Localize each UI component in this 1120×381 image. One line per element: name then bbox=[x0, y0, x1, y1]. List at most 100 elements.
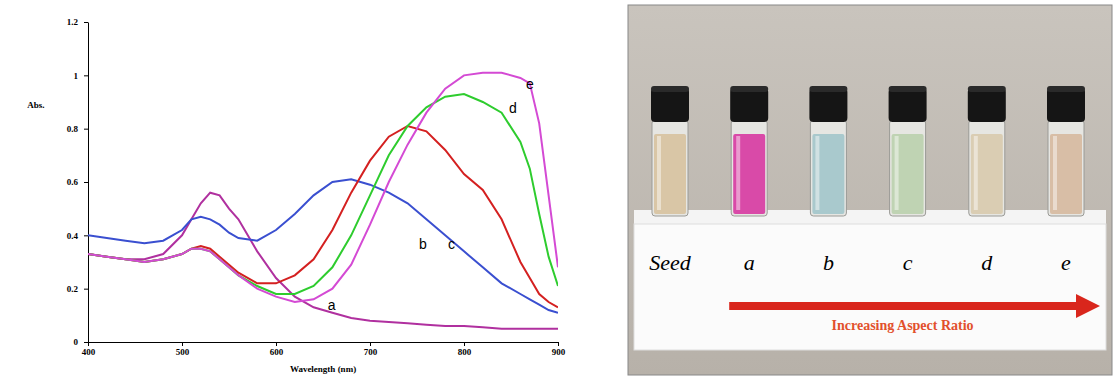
y-tick: 0 bbox=[74, 337, 89, 347]
y-tick: 1 bbox=[74, 71, 89, 81]
y-tick: 0.6 bbox=[67, 177, 88, 187]
vial-label: e bbox=[1061, 250, 1071, 275]
curve-label: b bbox=[419, 236, 427, 252]
y-tick-label: 0 bbox=[74, 337, 79, 347]
vial-label: b bbox=[823, 250, 834, 275]
y-tick-label: 0.6 bbox=[67, 177, 79, 187]
vial-cap-top bbox=[1047, 86, 1085, 92]
vial-glass bbox=[731, 120, 767, 216]
x-tick-label: 400 bbox=[82, 347, 96, 357]
x-tick: 400 bbox=[82, 342, 96, 357]
y-axis: 0 0.2 0.4 0.6 0.8 1 1.2 bbox=[67, 17, 89, 347]
y-tick: 0.4 bbox=[67, 231, 88, 241]
vial: c bbox=[889, 86, 927, 275]
vial: e bbox=[1047, 86, 1085, 275]
vial-cap bbox=[889, 88, 927, 122]
y-tick-mark bbox=[84, 129, 88, 130]
x-axis: 400 500 600 700 800 900 bbox=[82, 342, 566, 357]
x-tick: 600 bbox=[270, 342, 284, 357]
y-axis-line bbox=[88, 23, 89, 343]
x-tick: 500 bbox=[176, 342, 190, 357]
x-tick-mark bbox=[88, 342, 89, 346]
spectrum-line bbox=[88, 94, 558, 294]
vial-cap bbox=[968, 88, 1006, 122]
vial-highlight bbox=[657, 136, 661, 210]
curve-label: c bbox=[448, 236, 455, 252]
vial-liquid bbox=[733, 134, 765, 214]
vial-cap-top bbox=[651, 86, 689, 92]
y-tick: 0.8 bbox=[67, 124, 88, 134]
arrow-label: Increasing Aspect Ratio bbox=[832, 318, 974, 333]
y-tick-label: 0.8 bbox=[67, 124, 79, 134]
x-axis-line bbox=[89, 342, 559, 343]
x-tick-label: 500 bbox=[176, 347, 190, 357]
vial-cap-top bbox=[730, 86, 768, 92]
annotations: a b c de bbox=[328, 76, 534, 313]
vial-glass bbox=[652, 120, 688, 216]
vial-highlight bbox=[974, 136, 978, 210]
photo-background bbox=[628, 5, 1112, 375]
x-tick-label: 700 bbox=[364, 347, 378, 357]
vial-highlight bbox=[815, 136, 819, 210]
y-tick-label: 1.2 bbox=[67, 17, 79, 27]
vial-liquid bbox=[971, 134, 1003, 214]
x-tick-label: 600 bbox=[270, 347, 284, 357]
vial-highlight bbox=[736, 136, 740, 210]
y-tick-mark bbox=[84, 342, 88, 343]
vial-glass bbox=[969, 120, 1005, 216]
y-tick-mark bbox=[84, 289, 88, 290]
vial-liquid bbox=[812, 134, 844, 214]
vial: a bbox=[730, 86, 768, 275]
vial-label: d bbox=[981, 250, 993, 275]
y-tick-label: 0.4 bbox=[67, 231, 79, 241]
vial-cap bbox=[1047, 88, 1085, 122]
arrow bbox=[729, 294, 1100, 318]
vial-cap-top bbox=[889, 86, 927, 92]
stand-front bbox=[634, 224, 1106, 350]
x-tick: 800 bbox=[458, 342, 472, 357]
photo: Seed a b c d e Increasing Aspect Ratio bbox=[628, 5, 1112, 375]
vial-liquid bbox=[892, 134, 924, 214]
x-tick-mark bbox=[182, 342, 183, 346]
y-tick-mark bbox=[84, 75, 88, 76]
vial-label: a bbox=[744, 250, 755, 275]
x-tick: 900 bbox=[552, 342, 566, 357]
lines bbox=[88, 73, 558, 329]
vial-liquid bbox=[654, 134, 686, 214]
vial-highlight bbox=[895, 136, 899, 210]
curve-label: a bbox=[328, 297, 336, 313]
vial-liquid bbox=[1050, 134, 1082, 214]
x-tick: 700 bbox=[364, 342, 378, 357]
spectrum-line bbox=[88, 73, 558, 302]
spectrum-line bbox=[88, 126, 558, 307]
x-tick-mark bbox=[276, 342, 277, 346]
curve-label: d bbox=[509, 100, 517, 116]
vial: Seed bbox=[649, 86, 692, 275]
vial-label: Seed bbox=[649, 250, 692, 275]
vial-glass bbox=[810, 120, 846, 216]
y-tick-label: 0.2 bbox=[67, 284, 79, 294]
y-tick-label: 1 bbox=[74, 71, 79, 81]
x-tick-mark bbox=[558, 342, 559, 346]
vial-label: c bbox=[903, 250, 913, 275]
vial-glass bbox=[1048, 120, 1084, 216]
vial: b bbox=[809, 86, 847, 275]
vial-glass bbox=[890, 120, 926, 216]
vial-cap-top bbox=[968, 86, 1006, 92]
canvas: 40050060070080090000.20.40.60.811.2abcde… bbox=[0, 0, 1120, 381]
stand-top bbox=[634, 210, 1106, 224]
x-axis-title: Wavelength (nm) bbox=[290, 364, 356, 374]
y-tick-mark bbox=[84, 182, 88, 183]
vial-cap bbox=[651, 88, 689, 122]
x-tick-mark bbox=[464, 342, 465, 346]
x-tick-label: 800 bbox=[458, 347, 472, 357]
x-tick-label: 900 bbox=[552, 347, 566, 357]
y-axis-title: Abs. bbox=[27, 100, 44, 110]
vial-highlight bbox=[1053, 136, 1057, 210]
curve-label: e bbox=[526, 76, 534, 92]
vial: d bbox=[968, 86, 1006, 275]
vial-cap bbox=[730, 88, 768, 122]
y-tick: 0.2 bbox=[67, 284, 88, 294]
y-tick-mark bbox=[84, 235, 88, 236]
y-tick: 1.2 bbox=[67, 17, 88, 27]
